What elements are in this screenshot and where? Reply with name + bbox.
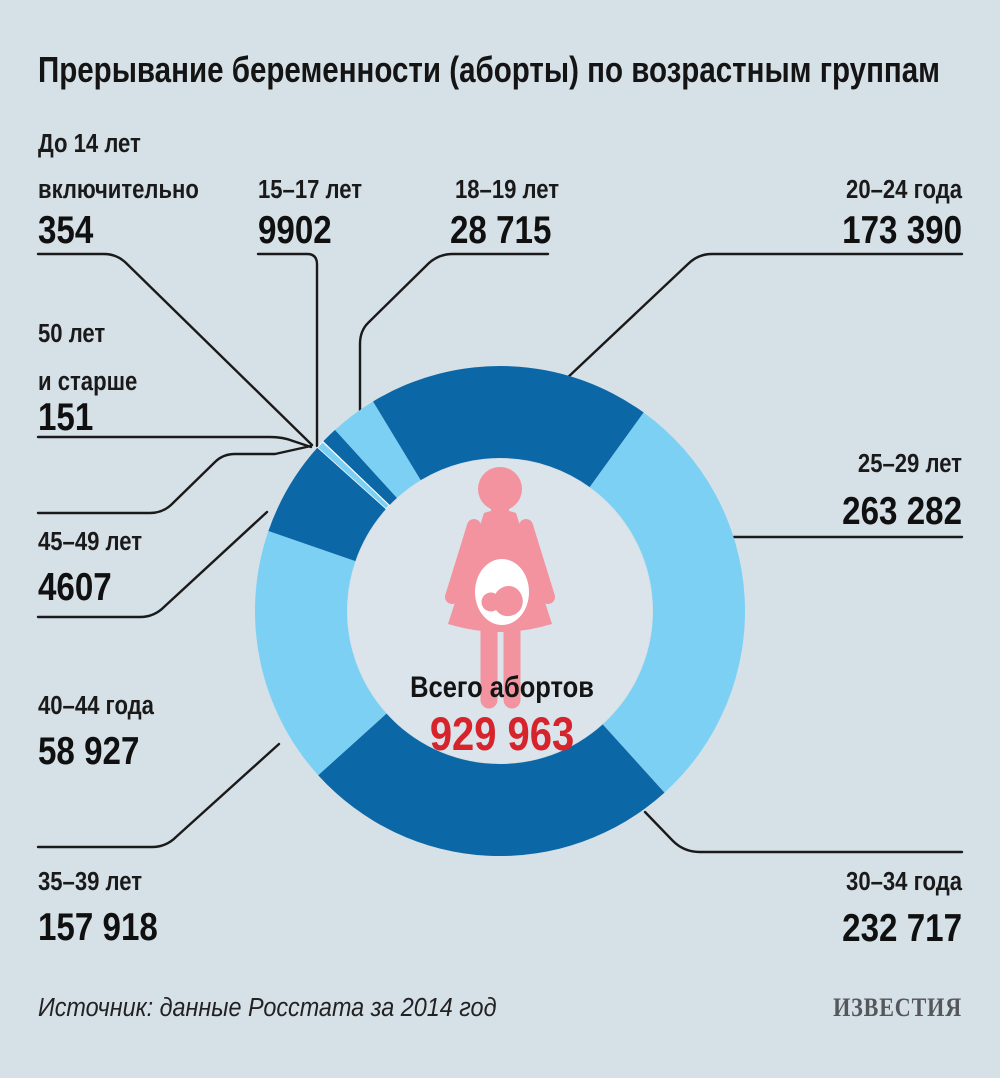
page-title: Прерывание беременности (аборты) по возр… [38, 49, 940, 90]
callout-50-plus-label-line1: 50 лет [38, 319, 105, 348]
pregnant-woman-icon [445, 467, 555, 709]
callout-50-plus-value: 151 [38, 394, 93, 438]
woman-left-arm [445, 519, 481, 604]
callout-15-17-label: 15–17 лет [258, 175, 362, 204]
donut-segment-25–29 лет [589, 412, 746, 793]
fetus-body [494, 585, 523, 617]
donut-segment-50 лет и старше [322, 441, 390, 506]
callout-45-49: 45–49 лет 4607 [38, 527, 142, 608]
leader-line-35-39 [36, 742, 281, 849]
woman-head [478, 467, 522, 511]
donut-chart [254, 366, 746, 857]
callout-30-34-label: 30–34 года [846, 867, 962, 896]
callout-40-44-label: 40–44 года [38, 691, 154, 720]
leader-line-40-44 [36, 510, 269, 619]
leader-lines [36, 252, 964, 854]
callout-45-49-label: 45–49 лет [38, 527, 142, 556]
donut-segment-18–19 лет [335, 401, 421, 498]
total-label: Всего абортов [410, 670, 594, 703]
fetus-icon [481, 585, 523, 617]
leader-line-15-17 [256, 252, 319, 448]
callout-under-14-value: 354 [38, 207, 93, 251]
callout-25-29-label: 25–29 лет [858, 449, 962, 478]
callout-45-49-value: 4607 [38, 564, 112, 608]
leader-line-under-14 [36, 252, 314, 447]
izvestia-logo: ИЗВЕСТИЯ [833, 994, 962, 1022]
source-note: Источник: данные Росстата за 2014 год [38, 994, 496, 1022]
callout-18-19-value: 28 715 [450, 207, 551, 251]
callout-25-29: 25–29 лет 263 282 [842, 449, 962, 532]
callout-50-plus-label-line2: и старше [38, 367, 137, 396]
donut-segment-20–24 года [373, 366, 644, 488]
leader-line-20-24 [563, 252, 964, 382]
callout-40-44-value: 58 927 [38, 728, 139, 772]
callout-under-14: До 14 лет включительно 354 [38, 129, 199, 251]
callout-35-39: 35–39 лет 157 918 [38, 867, 158, 948]
callout-30-34: 30–34 года 232 717 [842, 867, 962, 949]
callout-20-24-value: 173 390 [842, 207, 962, 251]
callout-20-24: 20–24 года 173 390 [842, 175, 962, 251]
leader-line-30-34 [643, 810, 964, 854]
callout-35-39-value: 157 918 [38, 904, 158, 948]
callout-15-17-value: 9902 [258, 207, 332, 251]
callout-40-44: 40–44 года 58 927 [38, 691, 154, 772]
callout-18-19-label: 18–19 лет [455, 175, 559, 204]
donut-segment-35–39 лет [254, 531, 387, 776]
donut-segment-30–34 года [318, 713, 665, 857]
donut-segment-15–17 лет [323, 429, 397, 506]
donut-segment-40–44 года [268, 447, 387, 562]
total-value: 929 963 [430, 709, 574, 761]
leader-line-45-49 [36, 444, 313, 515]
callout-25-29-value: 263 282 [842, 488, 962, 532]
callout-20-24-label: 20–24 года [846, 175, 962, 204]
leader-line-18-19 [358, 252, 550, 420]
callout-18-19: 18–19 лет 28 715 [450, 175, 559, 251]
callout-35-39-label: 35–39 лет [38, 867, 142, 896]
callout-under-14-label-line1: До 14 лет [38, 129, 141, 158]
callout-30-34-value: 232 717 [842, 905, 962, 949]
callout-15-17: 15–17 лет 9902 [258, 175, 362, 251]
callout-under-14-label-line2: включительно [38, 175, 199, 204]
callout-50-plus: 50 лет и старше 151 [38, 319, 137, 438]
woman-right-arm [519, 519, 555, 604]
leader-line-50-plus [36, 435, 313, 449]
